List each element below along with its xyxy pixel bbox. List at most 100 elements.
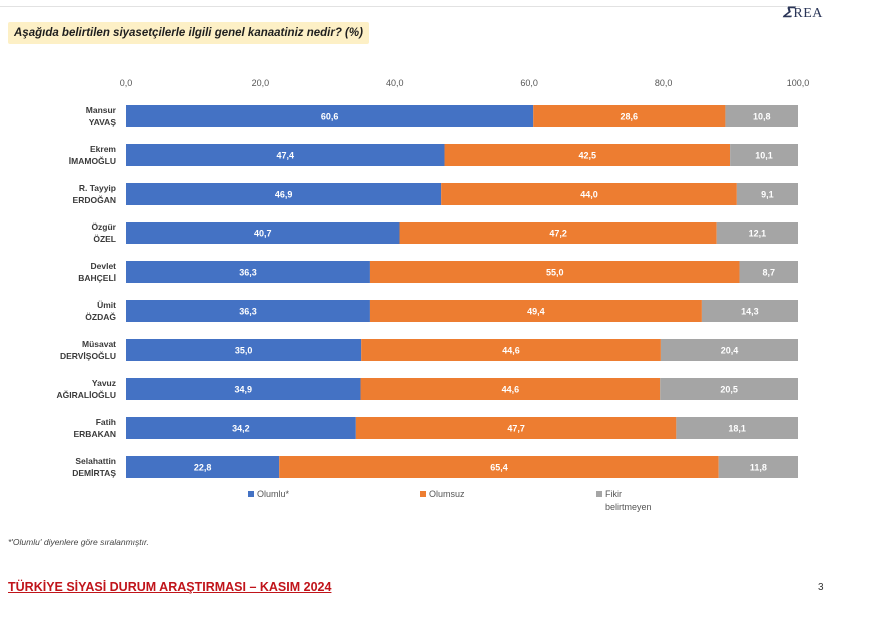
category-label-last: AĞIRALİOĞLU <box>57 389 117 400</box>
data-label: 40,7 <box>254 229 272 239</box>
bar-segment <box>360 378 661 400</box>
bar-segment <box>660 378 798 400</box>
bar-segment <box>355 417 677 439</box>
data-label: 9,1 <box>761 190 774 200</box>
footer-title: TÜRKİYE SİYASİ DURUM ARAŞTIRMASI – KASIM… <box>8 580 332 594</box>
top-divider <box>0 6 800 7</box>
x-tick-label: 100,0 <box>787 78 810 88</box>
area-logo: 𝛴REA <box>783 6 823 22</box>
bar-segment <box>126 261 370 283</box>
data-label: 65,4 <box>490 463 508 473</box>
legend-label: Olumlu* <box>257 489 290 499</box>
category-label-last: ÖZEL <box>93 234 116 244</box>
legend-label: belirtmeyen <box>605 502 652 512</box>
data-label: 34,9 <box>234 385 252 395</box>
footnote: *'Olumlu' diyenlere göre sıralanmıştır. <box>8 537 149 547</box>
bar-segment <box>441 183 737 205</box>
bar-segment <box>279 456 719 478</box>
data-label: 55,0 <box>546 268 564 278</box>
bar-segment <box>399 222 717 244</box>
data-label: 36,3 <box>239 268 257 278</box>
category-label-first: Özgür <box>91 222 116 232</box>
bar-segment <box>730 144 798 166</box>
data-label: 49,4 <box>527 307 545 317</box>
data-label: 28,6 <box>621 112 639 122</box>
x-tick-label: 80,0 <box>655 78 673 88</box>
legend-swatch <box>248 491 254 497</box>
data-label: 20,5 <box>720 385 738 395</box>
category-label-last: DEMİRTAŞ <box>72 468 116 478</box>
question-title: Aşağıda belirtilen siyasetçilerle ilgili… <box>8 22 369 44</box>
data-label: 44,6 <box>502 346 520 356</box>
bar-segment <box>126 339 362 361</box>
bar-segment <box>126 456 280 478</box>
data-label: 8,7 <box>763 268 776 278</box>
bar-segment <box>660 339 798 361</box>
data-label: 46,9 <box>275 190 293 200</box>
bar-segment <box>739 261 798 283</box>
data-label: 11,8 <box>750 463 767 473</box>
category-label-first: Fatih <box>96 417 116 427</box>
category-label-first: Ekrem <box>90 144 116 154</box>
bar-segment <box>736 183 798 205</box>
data-label: 47,2 <box>549 229 567 239</box>
x-tick-label: 60,0 <box>520 78 538 88</box>
x-tick-label: 0,0 <box>120 78 133 88</box>
data-label: 44,0 <box>580 190 598 200</box>
data-label: 34,2 <box>232 424 250 434</box>
bar-segment <box>676 417 798 439</box>
bar-segment <box>126 300 370 322</box>
data-label: 42,5 <box>579 151 597 161</box>
category-label-first: Selahattin <box>75 456 116 466</box>
category-label-first: Mansur <box>86 105 117 115</box>
category-label-last: İMAMOĞLU <box>69 155 116 166</box>
bar-segment <box>126 144 445 166</box>
bar-segment <box>725 105 798 127</box>
bar-segment <box>126 183 442 205</box>
data-label: 36,3 <box>239 307 257 317</box>
legend-label: Fikir <box>605 489 622 499</box>
category-label-last: DERVİŞOĞLU <box>60 350 116 361</box>
data-label: 10,8 <box>753 112 771 122</box>
data-label: 60,6 <box>321 112 339 122</box>
data-label: 12,1 <box>749 229 767 239</box>
area-logo-text: REA <box>793 6 823 21</box>
bar-segment <box>126 222 400 244</box>
category-label-first: Devlet <box>90 261 116 271</box>
bar-segment <box>126 417 356 439</box>
data-label: 22,8 <box>194 463 212 473</box>
bar-segment <box>126 378 361 400</box>
category-label-first: Müsavat <box>82 339 116 349</box>
bar-segment <box>444 144 731 166</box>
data-label: 20,4 <box>721 346 739 356</box>
data-label: 47,7 <box>507 424 525 434</box>
x-tick-label: 40,0 <box>386 78 404 88</box>
category-label-last: YAVAŞ <box>89 117 117 127</box>
category-label-first: R. Tayyip <box>79 183 116 193</box>
bar-segment <box>701 300 798 322</box>
bar-segment <box>716 222 798 244</box>
legend-label: Olumsuz <box>429 489 465 499</box>
data-label: 35,0 <box>235 346 253 356</box>
legend-swatch <box>596 491 602 497</box>
bar-segment <box>533 105 726 127</box>
category-label-last: ÖZDAĞ <box>85 311 116 322</box>
x-tick-label: 20,0 <box>252 78 270 88</box>
data-label: 18,1 <box>728 424 746 434</box>
stacked-bar-chart: 0,0 20,0 40,0 60,0 80,0 100,0 Mansur YAVAŞ 60,6 2… <box>57 78 810 512</box>
area-logo-mark: 𝛴 <box>783 6 793 21</box>
bar-segment <box>369 261 740 283</box>
data-label: 14,3 <box>741 307 759 317</box>
data-label: 47,4 <box>276 151 294 161</box>
bar-segment <box>126 105 534 127</box>
category-label-first: Yavuz <box>92 378 116 388</box>
legend-swatch <box>420 491 426 497</box>
bar-segment <box>369 300 702 322</box>
page-number: 3 <box>818 582 824 593</box>
category-label-last: BAHÇELİ <box>78 273 116 283</box>
category-label-last: ERDOĞAN <box>73 194 116 205</box>
category-label-first: Ümit <box>97 300 116 310</box>
bar-segment <box>361 339 661 361</box>
category-label-last: ERBAKAN <box>74 429 117 439</box>
data-label: 44,6 <box>502 385 520 395</box>
